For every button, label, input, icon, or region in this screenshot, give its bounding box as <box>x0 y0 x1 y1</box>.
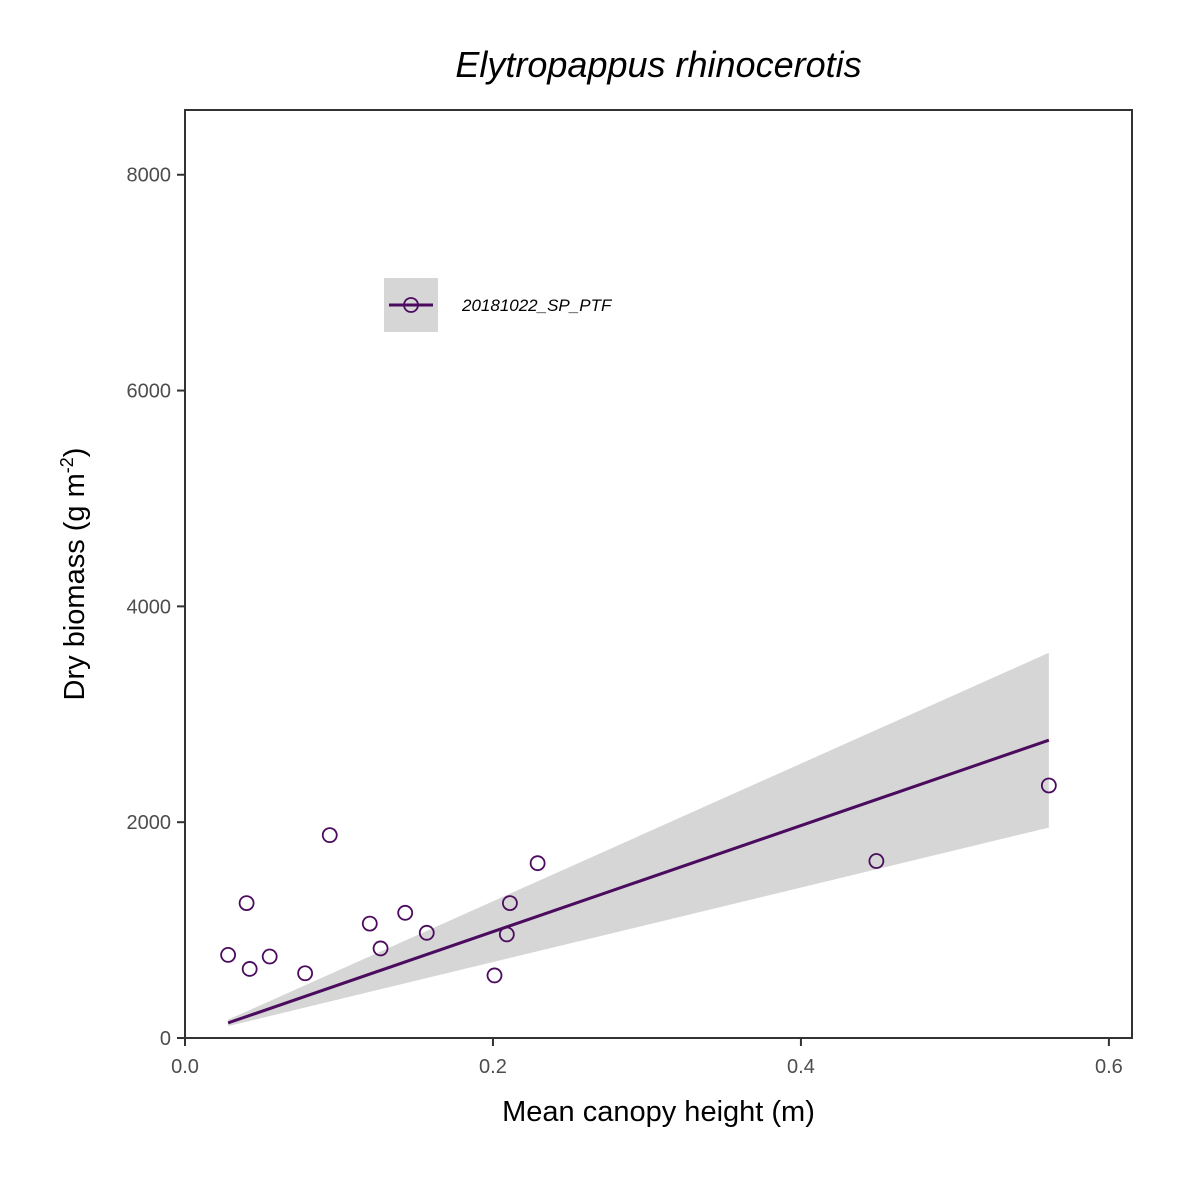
y-tick-label-0: 0 <box>160 1028 171 1050</box>
data-point-12 <box>498 926 515 943</box>
x-tick-label-1: 0.2 <box>479 1056 507 1078</box>
chart-title: Elytropappus rhinocerotis <box>455 44 861 85</box>
x-tick-label-0: 0.0 <box>171 1056 199 1078</box>
data-points-layer <box>220 777 1057 984</box>
x-axis: 0.0 0.2 0.4 0.6 <box>171 1038 1123 1078</box>
data-point-4 <box>261 948 278 965</box>
legend-label: 20181022_SP_PTF <box>461 296 613 315</box>
data-point-10 <box>418 924 435 941</box>
y-axis-title-superscript: -2 <box>57 457 77 473</box>
y-axis-title: Dry biomass (g m-2) <box>57 448 91 701</box>
y-tick-label-2: 4000 <box>127 596 172 618</box>
x-tick-label-3: 0.6 <box>1095 1056 1123 1078</box>
data-point-8 <box>372 940 389 957</box>
data-point-7 <box>361 915 378 932</box>
data-point-6 <box>321 827 338 844</box>
data-point-14 <box>529 855 546 872</box>
confidence-band-layer <box>228 652 1049 1027</box>
data-point-9 <box>397 904 414 921</box>
legend-key-point <box>403 297 419 313</box>
confidence-band <box>228 652 1049 1027</box>
y-axis: 0 2000 4000 6000 8000 <box>127 165 185 1050</box>
data-point-1 <box>220 947 237 963</box>
data-point-3 <box>241 961 258 977</box>
data-point-11 <box>486 967 503 984</box>
x-axis-title: Mean canopy height (m) <box>502 1096 815 1128</box>
data-point-13 <box>502 895 518 912</box>
data-point-15 <box>868 853 885 869</box>
y-axis-title-main: Dry biomass (g m <box>59 473 91 700</box>
y-tick-label-1: 2000 <box>127 812 172 834</box>
fit-line <box>227 738 1050 1025</box>
fit-line-layer <box>227 738 1050 1025</box>
plot-panel-border <box>184 109 1133 1039</box>
data-point-2 <box>238 895 255 912</box>
y-axis-title-close: ) <box>59 448 91 458</box>
legend: 20181022_SP_PTF <box>384 278 613 332</box>
y-tick-label-4: 8000 <box>127 165 172 187</box>
data-point-16 <box>1040 777 1057 794</box>
data-point-5 <box>297 965 314 982</box>
x-tick-label-2: 0.4 <box>787 1056 815 1078</box>
y-tick-label-3: 6000 <box>127 381 172 403</box>
